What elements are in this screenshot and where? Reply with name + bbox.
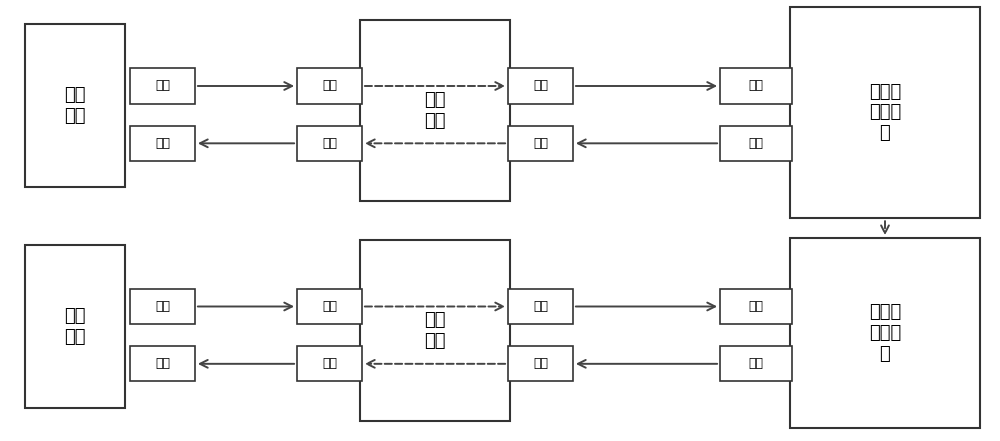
Polygon shape bbox=[297, 126, 362, 161]
Polygon shape bbox=[790, 238, 980, 428]
Text: 保护
装置: 保护 装置 bbox=[64, 86, 86, 125]
Text: 光收: 光收 bbox=[322, 300, 337, 313]
Text: 电力通
信网设
备: 电力通 信网设 备 bbox=[869, 303, 901, 363]
Polygon shape bbox=[720, 346, 792, 381]
Polygon shape bbox=[297, 289, 362, 324]
Polygon shape bbox=[130, 289, 195, 324]
Polygon shape bbox=[790, 7, 980, 218]
Polygon shape bbox=[508, 289, 573, 324]
Text: 光发: 光发 bbox=[155, 79, 170, 93]
Text: 光发: 光发 bbox=[155, 300, 170, 313]
Polygon shape bbox=[508, 346, 573, 381]
Text: 复接
装置: 复接 装置 bbox=[424, 311, 446, 350]
Text: 电发: 电发 bbox=[533, 79, 548, 93]
Polygon shape bbox=[508, 126, 573, 161]
Polygon shape bbox=[720, 289, 792, 324]
Text: 电收: 电收 bbox=[533, 137, 548, 150]
Polygon shape bbox=[360, 20, 510, 201]
Polygon shape bbox=[25, 24, 125, 187]
Polygon shape bbox=[297, 68, 362, 104]
Polygon shape bbox=[360, 240, 510, 421]
Text: 保护
装置: 保护 装置 bbox=[64, 307, 86, 346]
Text: 电收: 电收 bbox=[748, 79, 764, 93]
Text: 复接
装置: 复接 装置 bbox=[424, 91, 446, 130]
Polygon shape bbox=[720, 126, 792, 161]
Text: 电发: 电发 bbox=[533, 300, 548, 313]
Text: 电收: 电收 bbox=[748, 300, 764, 313]
Polygon shape bbox=[508, 68, 573, 104]
Polygon shape bbox=[130, 346, 195, 381]
Polygon shape bbox=[297, 346, 362, 381]
Text: 电收: 电收 bbox=[533, 357, 548, 370]
Text: 光发: 光发 bbox=[322, 137, 337, 150]
Text: 电力通
信网设
备: 电力通 信网设 备 bbox=[869, 82, 901, 142]
Text: 光收: 光收 bbox=[322, 79, 337, 93]
Text: 光收: 光收 bbox=[155, 357, 170, 370]
Text: 电发: 电发 bbox=[748, 357, 764, 370]
Polygon shape bbox=[25, 245, 125, 408]
Text: 电发: 电发 bbox=[748, 137, 764, 150]
Polygon shape bbox=[130, 68, 195, 104]
Text: 光收: 光收 bbox=[155, 137, 170, 150]
Polygon shape bbox=[720, 68, 792, 104]
Text: 光发: 光发 bbox=[322, 357, 337, 370]
Polygon shape bbox=[130, 126, 195, 161]
